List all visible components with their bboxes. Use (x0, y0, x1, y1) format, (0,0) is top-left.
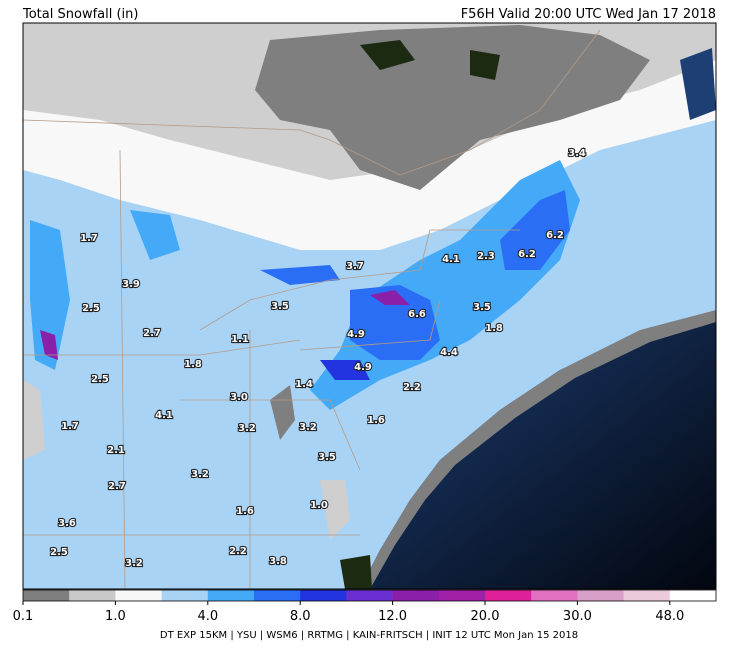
snow-label: 1.8 (184, 359, 202, 370)
snow-label: 1.4 (295, 379, 313, 390)
snow-label: 6.6 (408, 309, 426, 320)
snow-label: 2.5 (82, 303, 100, 314)
colorbar-tick-label: 20.0 (471, 609, 500, 624)
colorbar-tick-label: 0.1 (13, 609, 34, 624)
colorbar-segment (392, 590, 440, 601)
snow-label: 3.2 (238, 423, 256, 434)
snow-label: 1.8 (485, 323, 503, 334)
colorbar-segment (346, 590, 393, 601)
colorbar-tick-label: 4.0 (197, 609, 218, 624)
snow-label: 2.7 (143, 328, 161, 339)
snow-label: 1.7 (80, 233, 98, 244)
snow-label: 1.7 (61, 421, 79, 432)
snow-label: 2.3 (477, 251, 495, 262)
colorbar-segment (207, 590, 255, 601)
colorbar-frame (22, 589, 717, 602)
snow-label: 3.2 (191, 469, 209, 480)
colorbar-segment (300, 590, 347, 601)
snow-label: 3.5 (318, 452, 336, 463)
title-right: F56H Valid 20:00 UTC Wed Jan 17 2018 (461, 7, 716, 22)
snow-label: 3.0 (230, 392, 248, 403)
colorbar-tick-label: 12.0 (378, 609, 407, 624)
snow-label: 1.0 (310, 500, 328, 511)
colorbar-segment (438, 590, 486, 601)
colorbar: 0.1 1.0 4.0 8.0 12.0 20.0 30.0 48.0 (13, 589, 717, 624)
snow-label: 4.9 (347, 329, 365, 340)
footer: DT EXP 15KM | YSU | WSM6 | RRTMG | KAIN-… (160, 630, 578, 641)
snow-label: 3.7 (346, 261, 364, 272)
map (23, 23, 716, 589)
colorbar-segment (531, 590, 578, 601)
colorbar-tick-label: 8.0 (290, 609, 311, 624)
colorbar-segment (669, 590, 717, 601)
title-left: Total Snowfall (in) (22, 7, 138, 22)
snow-label: 2.1 (107, 445, 125, 456)
colorbar-segment (254, 590, 301, 601)
snow-label: 1.6 (236, 506, 254, 517)
snow-label: 3.5 (271, 301, 289, 312)
snow-label: 2.5 (50, 547, 68, 558)
snow-label: 3.2 (125, 558, 143, 569)
snow-label: 3.6 (58, 518, 76, 529)
snow-label: 3.9 (122, 279, 140, 290)
colorbar-segment (69, 590, 116, 601)
snow-label: 2.7 (108, 481, 126, 492)
colorbar-tick-label: 30.0 (563, 609, 592, 624)
map-frame (22, 22, 717, 590)
snow-label: 2.2 (229, 546, 247, 557)
snow-label: 3.5 (473, 302, 491, 313)
colorbar-tick-label: 1.0 (105, 609, 126, 624)
snow-label: 3.8 (269, 556, 287, 567)
colorbar-segment (485, 590, 532, 601)
snow-label: 2.5 (91, 374, 109, 385)
snow-label: 2.2 (403, 382, 421, 393)
colorbar-segment (577, 590, 624, 601)
snow-label: 1.1 (231, 334, 249, 345)
colorbar-tick-label: 48.0 (655, 609, 684, 624)
snow-label: 6.2 (546, 230, 564, 241)
colorbar-segment (623, 590, 671, 601)
colorbar-segment (161, 590, 209, 601)
snow-label: 4.1 (155, 410, 173, 421)
snow-label: 6.2 (518, 249, 536, 260)
snow-label: 4.4 (440, 347, 458, 358)
map-labels: 3.4 6.2 1.7 4.1 2.3 6.2 3.7 3.9 3.5 2.5 6.6 3.5 2.7 1… (49, 147, 587, 570)
snow-label: 1.6 (367, 415, 385, 426)
snow-label: 3.4 (568, 148, 586, 159)
colorbar-segment (23, 590, 70, 601)
snow-label: 4.1 (442, 254, 460, 265)
colorbar-segment (115, 590, 162, 601)
snow-label: 3.2 (299, 422, 317, 433)
snow-label: 4.9 (354, 362, 372, 373)
